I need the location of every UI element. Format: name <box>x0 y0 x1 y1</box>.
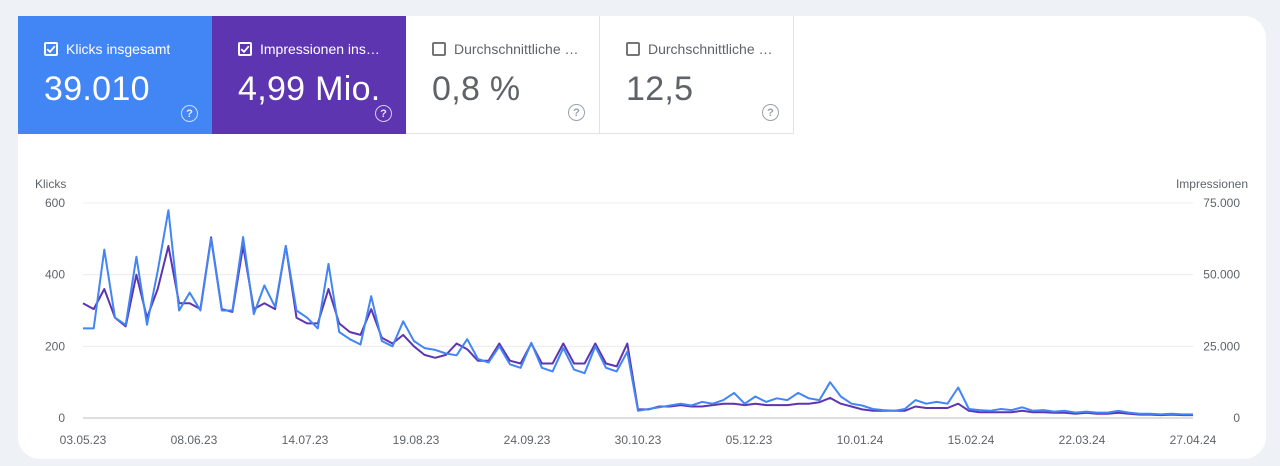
help-icon[interactable]: ? <box>762 104 779 121</box>
x-tick-label: 19.08.23 <box>393 433 440 447</box>
x-tick-label: 03.05.23 <box>60 433 107 447</box>
checkbox-unchecked-icon[interactable] <box>432 42 446 56</box>
right-tick-label: 75.000 <box>1203 196 1240 210</box>
right-tick-label: 50.000 <box>1203 268 1240 282</box>
metric-header: Klicks insgesamt <box>44 41 194 57</box>
metric-header: Impressionen ins… <box>238 41 388 57</box>
x-tick-label: 05.12.23 <box>726 433 773 447</box>
left-tick-label: 600 <box>45 196 65 210</box>
left-tick-label: 400 <box>45 268 65 282</box>
x-tick-label: 14.07.23 <box>282 433 329 447</box>
help-icon[interactable]: ? <box>181 105 198 122</box>
x-tick-label: 22.03.24 <box>1059 433 1106 447</box>
left-axis-label: Klicks <box>35 177 66 191</box>
metric-label: Klicks insgesamt <box>66 41 171 57</box>
performance-card: Klicks insgesamt 39.010 ? Impressionen i… <box>18 16 1266 459</box>
metric-tile-ctr[interactable]: Durchschnittliche … 0,8 % ? <box>406 16 600 134</box>
x-tick-label: 15.02.24 <box>948 433 995 447</box>
help-icon[interactable]: ? <box>568 104 585 121</box>
metric-tile-impressions[interactable]: Impressionen ins… 4,99 Mio. ? <box>212 16 406 134</box>
metric-tile-clicks[interactable]: Klicks insgesamt 39.010 ? <box>18 16 212 134</box>
x-tick-label: 24.09.23 <box>504 433 551 447</box>
checkbox-checked-icon[interactable] <box>238 42 252 56</box>
right-tick-label: 25.000 <box>1203 339 1240 353</box>
x-tick-label: 30.10.23 <box>615 433 662 447</box>
x-tick-label: 08.06.23 <box>171 433 218 447</box>
metric-header: Durchschnittliche … <box>626 41 775 57</box>
right-axis-label: Impressionen <box>1176 177 1248 191</box>
chart-svg: Klicks Impressionen 600 400 200 0 75.000 50.… <box>35 177 1248 447</box>
metric-tile-position[interactable]: Durchschnittliche … 12,5 ? <box>600 16 794 134</box>
checkbox-unchecked-icon[interactable] <box>626 42 640 56</box>
metric-header: Durchschnittliche … <box>432 41 581 57</box>
right-tick-label: 0 <box>1233 411 1240 425</box>
metric-value: 0,8 % <box>432 70 521 108</box>
metric-value: 12,5 <box>626 70 694 108</box>
left-tick-label: 0 <box>58 411 65 425</box>
clicks-series-line[interactable] <box>83 209 1193 416</box>
help-icon[interactable]: ? <box>375 105 392 122</box>
performance-chart[interactable]: Klicks Impressionen 600 400 200 0 75.000 50.… <box>18 156 1266 459</box>
left-tick-label: 200 <box>45 339 65 353</box>
metric-value: 4,99 Mio. <box>238 70 381 108</box>
metric-value: 39.010 <box>44 70 150 108</box>
x-tick-label: 10.01.24 <box>837 433 884 447</box>
impressions-series-line[interactable] <box>82 236 1193 417</box>
metric-label: Impressionen ins… <box>260 41 380 57</box>
metric-tiles: Klicks insgesamt 39.010 ? Impressionen i… <box>18 16 794 134</box>
checkbox-checked-icon[interactable] <box>44 42 58 56</box>
metric-label: Durchschnittliche … <box>454 41 579 57</box>
metric-label: Durchschnittliche … <box>648 41 773 57</box>
x-tick-label: 27.04.24 <box>1170 433 1217 447</box>
